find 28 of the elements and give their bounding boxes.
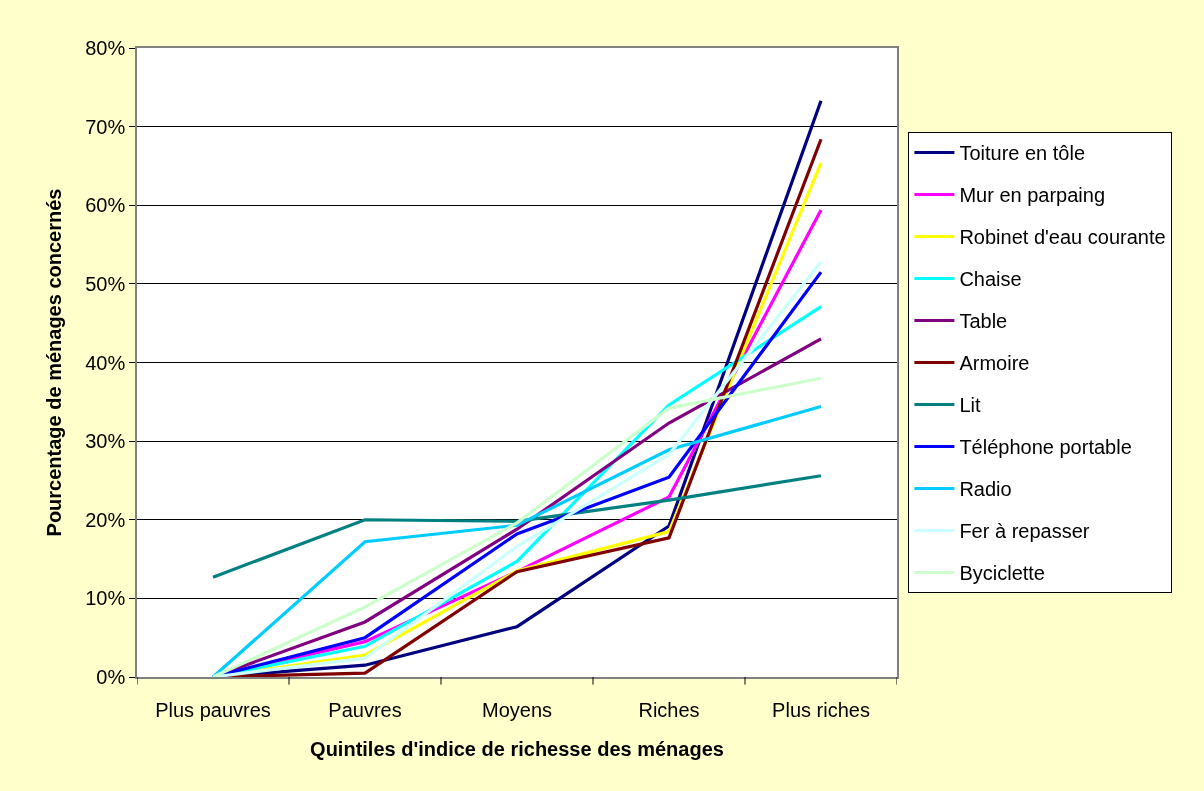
y-tick-label: 60% <box>85 194 126 217</box>
legend-label: Lit <box>959 394 981 417</box>
x-tick-label: Plus riches <box>772 698 870 721</box>
legend-label: Mur en parpaing <box>959 184 1106 207</box>
legend-label: Toiture en tôle <box>959 142 1086 165</box>
line-series <box>211 474 823 579</box>
legend-label: Fer à repasser <box>959 520 1090 543</box>
x-tick-label: Moyens <box>481 698 553 721</box>
x-tick-label: Plus pauvres <box>155 698 271 721</box>
legend-label: Table <box>959 310 1008 333</box>
y-tick-label: 0% <box>96 666 126 688</box>
legend-label: Radio <box>959 478 1012 501</box>
legend-label: Byciclette <box>959 562 1045 585</box>
y-tick-label: 40% <box>85 351 126 374</box>
legend-label: Téléphone portable <box>959 436 1132 459</box>
x-axis-title: Quintiles d'indice de richesse des ménages <box>310 737 724 760</box>
y-tick-label: 70% <box>85 115 126 138</box>
x-tick-label: Pauvres <box>328 698 402 721</box>
y-tick-label: 10% <box>85 587 126 610</box>
y-tick-label: 50% <box>85 272 126 295</box>
y-tick-label: 80% <box>85 37 126 59</box>
legend-label: Robinet d'eau courante <box>959 226 1166 249</box>
legend-label: Armoire <box>959 352 1030 375</box>
x-tick-label: Riches <box>638 698 700 721</box>
y-axis-title: Pourcentage de ménages concernés <box>43 188 66 537</box>
legend-label: Chaise <box>959 268 1022 291</box>
y-tick-label: 30% <box>85 430 126 453</box>
y-tick-label: 20% <box>85 508 126 531</box>
